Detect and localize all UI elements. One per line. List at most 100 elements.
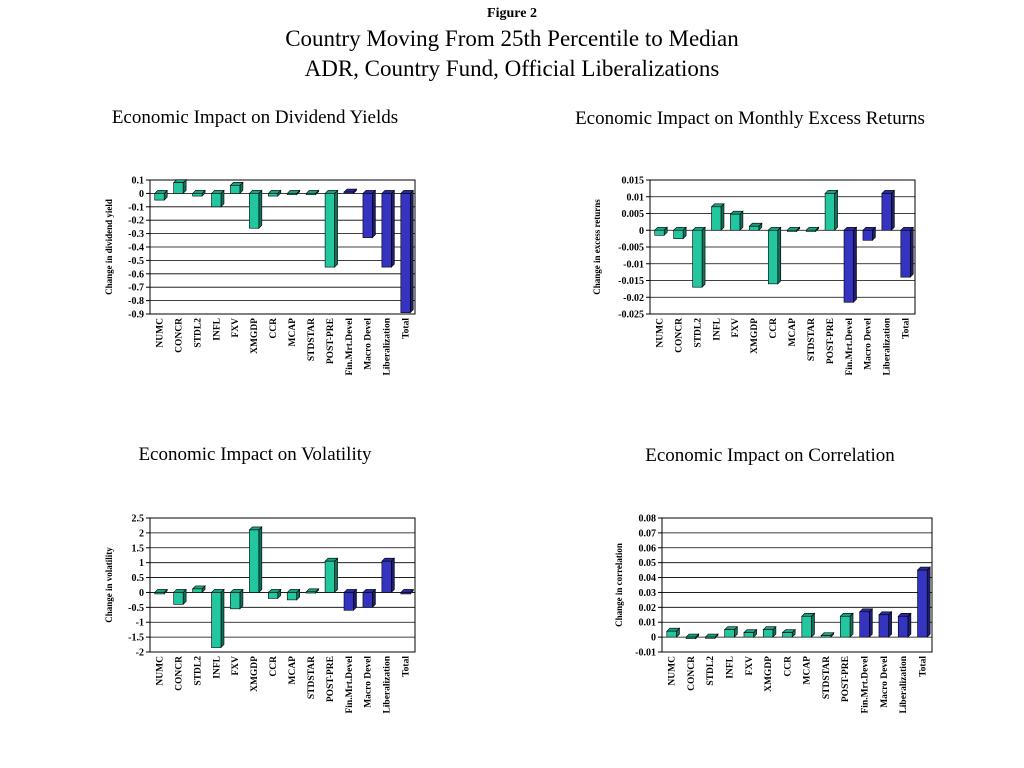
dividend-x-tick-label: NUMC bbox=[155, 318, 165, 348]
excess-bar-ccr bbox=[767, 226, 782, 285]
excess-x-tick-label: CONCR bbox=[674, 318, 684, 353]
correlation-y-tick-label: 0.08 bbox=[639, 514, 657, 525]
dividend-y-tick-label: -0.2 bbox=[128, 216, 144, 227]
volatility-y-tick-label: 2.5 bbox=[132, 514, 145, 525]
correlation-bar-infl bbox=[723, 625, 739, 638]
excess-y-tick-label: 0.01 bbox=[627, 192, 645, 203]
volatility-x-tick-label: STDSTAR bbox=[307, 656, 317, 699]
volatility-y-tick-label: 1 bbox=[139, 558, 144, 569]
dividend-bar-xmgdp bbox=[248, 189, 263, 229]
correlation-x-tick-label: STDSTAR bbox=[822, 656, 832, 699]
dividend-bar-post-pre bbox=[324, 189, 339, 268]
excess-x-tick-label: MCAP bbox=[788, 318, 798, 347]
dividend-y-axis-title: Change in dividend yield bbox=[104, 199, 114, 295]
volatility-plot-area bbox=[149, 517, 416, 653]
correlation-x-tick-label: STDL2 bbox=[706, 656, 716, 686]
dividend-x-tick-label: Macro Devel bbox=[364, 318, 374, 370]
dividend-x-tick-label: XMGDP bbox=[250, 318, 260, 354]
dividend-yield-chart: 0.1 0 -0.1 -0.2 -0.3 -0.4 -0.5 -0.6 -0.7 -0.8 -0.9… bbox=[104, 176, 416, 376]
dividend-y-tick-label: 0.1 bbox=[132, 176, 145, 187]
excess-x-tick-label: NUMC bbox=[655, 318, 665, 348]
chart-title-correlation: Economic Impact on Correlation bbox=[645, 445, 895, 466]
excess-bar-fxv bbox=[729, 210, 744, 231]
volatility-bar-liberalization bbox=[381, 557, 396, 594]
excess-y-axis-title: Change in excess returns bbox=[592, 199, 602, 295]
figure-title-line1: Country Moving From 25th Percentile to M… bbox=[285, 26, 739, 51]
correlation-y-tick-label: -0.01 bbox=[635, 648, 656, 659]
correlation-x-tick-label: CCR bbox=[783, 656, 793, 677]
correlation-bar-mcap bbox=[801, 612, 816, 638]
volatility-bar-fxv bbox=[229, 588, 244, 610]
correlation-y-tick-label: 0.06 bbox=[639, 543, 657, 554]
dividend-y-tick-label: -0.8 bbox=[128, 296, 144, 307]
volatility-y-tick-label: 0 bbox=[139, 588, 144, 599]
dividend-y-tick-label: -0.6 bbox=[128, 269, 144, 280]
chart-title-excess-returns: Economic Impact on Monthly Excess Return… bbox=[575, 108, 925, 129]
correlation-bar-xmgdp bbox=[762, 625, 777, 638]
volatility-bar-total bbox=[400, 588, 414, 595]
volatility-bar-concr bbox=[172, 588, 187, 606]
volatility-bar-macro-devel bbox=[362, 588, 377, 609]
volatility-bar-post-pre bbox=[324, 557, 339, 594]
excess-x-tick-label: INFL bbox=[712, 318, 722, 341]
dividend-x-tick-label: STDSTAR bbox=[307, 318, 317, 361]
volatility-x-tick-label: MCAP bbox=[288, 656, 298, 685]
dividend-x-tick-label: POST-PRE bbox=[326, 318, 336, 364]
excess-returns-chart: 0.015 0.01 0.005 0 -0.005 -0.01 -0.015 -0.02 -0.… bbox=[592, 176, 916, 376]
volatility-x-tick-label: INFL bbox=[212, 656, 222, 679]
correlation-bar-stdstar bbox=[820, 631, 835, 638]
excess-x-tick-label: Liberalization bbox=[883, 317, 893, 375]
volatility-bar-mcap bbox=[286, 588, 301, 601]
volatility-x-tick-label: Total bbox=[402, 656, 412, 677]
volatility-y-tick-label: -2 bbox=[136, 648, 144, 659]
dividend-bar-fxv bbox=[229, 181, 244, 195]
excess-x-tick-label: STDSTAR bbox=[807, 318, 817, 361]
excess-y-tick-label: -0.01 bbox=[623, 259, 644, 270]
excess-bar-mcap bbox=[786, 226, 801, 233]
correlation-x-tick-label: XMGDP bbox=[764, 656, 774, 692]
excess-bar-macro-devel bbox=[862, 226, 877, 242]
correlation-y-tick-label: 0.02 bbox=[639, 603, 657, 614]
correlation-bar-fxv bbox=[743, 628, 758, 638]
correlation-y-tick-label: 0.07 bbox=[639, 528, 657, 539]
dividend-y-tick-label: -0.3 bbox=[128, 229, 144, 240]
volatility-y-axis-title: Change in volatility bbox=[104, 547, 114, 623]
volatility-y-tick-label: -1 bbox=[136, 618, 144, 629]
dividend-bar-infl bbox=[210, 189, 225, 208]
correlation-y-tick-label: 0.05 bbox=[639, 558, 657, 569]
excess-y-tick-label: -0.015 bbox=[618, 276, 644, 287]
chart-title-volatility: Economic Impact on Volatility bbox=[138, 444, 372, 465]
excess-x-tick-label: CCR bbox=[769, 318, 779, 339]
dividend-x-tick-label: FXV bbox=[231, 318, 241, 338]
correlation-bar-macro-devel bbox=[878, 611, 893, 638]
excess-y-tick-label: -0.02 bbox=[623, 293, 644, 304]
correlation-y-tick-label: 0 bbox=[651, 633, 656, 644]
dividend-bar-total bbox=[400, 189, 414, 314]
figure-label: Figure 2 bbox=[487, 6, 537, 21]
dividend-bar-macro-devel bbox=[362, 189, 377, 239]
correlation-bar-post-pre bbox=[839, 612, 854, 638]
excess-y-tick-label: -0.025 bbox=[618, 310, 644, 321]
dividend-bar-concr bbox=[172, 178, 187, 195]
excess-bar-numc bbox=[654, 226, 668, 236]
excess-bar-liberalization bbox=[881, 189, 896, 231]
volatility-x-tick-label: Macro Devel bbox=[364, 656, 374, 708]
dividend-y-tick-label: -0.5 bbox=[128, 256, 144, 267]
excess-x-tick-label: STDL2 bbox=[693, 318, 703, 348]
excess-bar-post-pre bbox=[824, 189, 839, 231]
dividend-x-tick-label: CONCR bbox=[174, 318, 184, 353]
dividend-bar-numc bbox=[154, 189, 168, 201]
excess-x-tick-label: FXV bbox=[731, 318, 741, 338]
correlation-y-tick-label: 0.04 bbox=[639, 573, 657, 584]
correlation-bar-total bbox=[916, 566, 931, 638]
correlation-x-tick-label: Macro Devel bbox=[880, 656, 890, 708]
volatility-x-tick-label: CONCR bbox=[174, 656, 184, 691]
correlation-y-tick-label: 0.01 bbox=[639, 618, 657, 629]
excess-x-tick-label: Total bbox=[902, 318, 912, 339]
correlation-x-tick-label: CONCR bbox=[687, 656, 697, 691]
correlation-x-tick-label: NUMC bbox=[668, 656, 678, 686]
dividend-x-tick-label: INFL bbox=[212, 318, 222, 341]
volatility-x-tick-label: FXV bbox=[231, 656, 241, 676]
volatility-x-tick-label: Liberalization bbox=[383, 655, 393, 713]
dividend-y-tick-label: -0.7 bbox=[128, 283, 144, 294]
